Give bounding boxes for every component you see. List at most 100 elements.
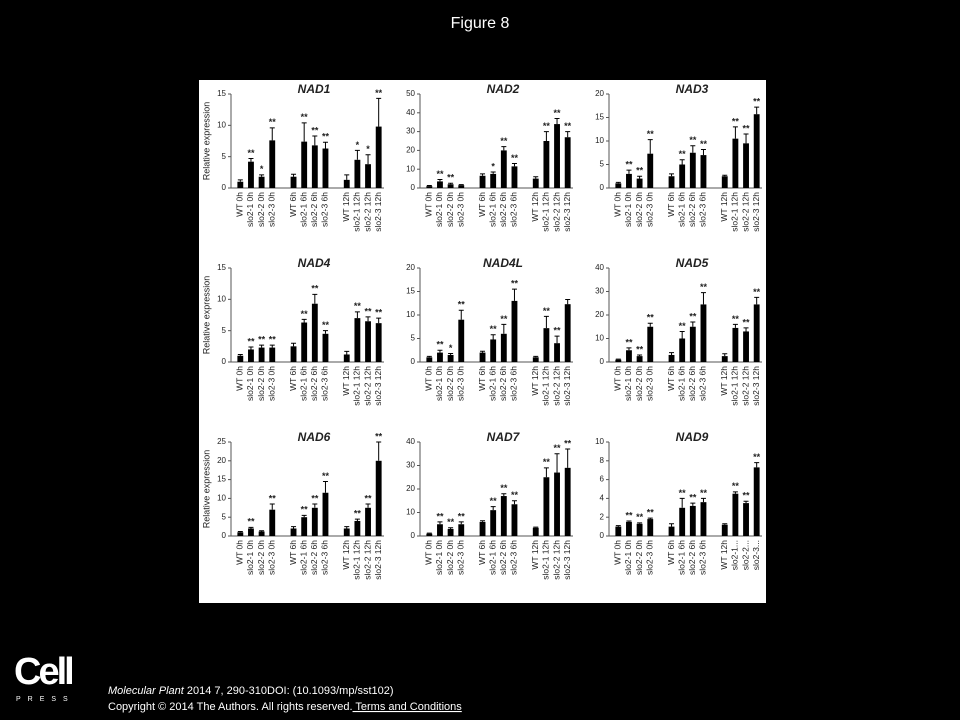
x-tick-label: WT 12h bbox=[719, 540, 729, 570]
error-bar bbox=[448, 182, 454, 185]
x-tick-label: slo2-2 0h bbox=[256, 540, 266, 575]
bar bbox=[753, 467, 760, 536]
bar bbox=[365, 321, 371, 362]
bar bbox=[668, 176, 675, 188]
bar bbox=[237, 355, 244, 362]
y-tick-label: 5 bbox=[222, 326, 227, 335]
x-tick-label: slo2-3 12h bbox=[373, 192, 383, 232]
bar bbox=[626, 521, 632, 536]
error-bar bbox=[365, 316, 371, 322]
significance: ** bbox=[679, 149, 687, 159]
x-tick-label: slo2-1 0h bbox=[623, 366, 633, 401]
error-bar bbox=[626, 520, 632, 522]
significance: ** bbox=[269, 117, 277, 127]
error-bar bbox=[248, 158, 254, 162]
bar bbox=[626, 173, 632, 188]
bar bbox=[354, 318, 361, 362]
x-tick-label: slo2-2 0h bbox=[445, 540, 455, 575]
bar bbox=[290, 528, 297, 536]
citation-rest: 2014 7, 290-310DOI: (10.1093/mp/sst102) bbox=[184, 685, 394, 697]
bar bbox=[458, 185, 465, 188]
bar bbox=[458, 524, 465, 536]
bar bbox=[532, 527, 539, 536]
significance: ** bbox=[311, 125, 319, 135]
y-axis-label: Relative expression bbox=[201, 276, 211, 355]
error-bar bbox=[458, 309, 464, 320]
x-tick-label: WT 0h bbox=[235, 192, 245, 217]
error-bar bbox=[312, 503, 318, 508]
significance: * bbox=[260, 164, 264, 174]
x-tick-label: slo2-3 6h bbox=[509, 540, 519, 575]
x-tick-label: WT 6h bbox=[666, 192, 676, 217]
y-axis-label: Relative expression bbox=[201, 102, 211, 181]
x-tick-label: WT 6h bbox=[477, 192, 487, 217]
y-tick-label: 40 bbox=[406, 108, 415, 117]
x-tick-label: slo2-3 12h bbox=[373, 366, 383, 406]
bar bbox=[626, 350, 632, 362]
bar bbox=[668, 354, 675, 362]
significance: ** bbox=[625, 337, 633, 347]
logo-press: PRESS bbox=[16, 696, 75, 703]
bar bbox=[458, 319, 465, 362]
significance: ** bbox=[436, 169, 444, 179]
error-bar bbox=[690, 502, 696, 506]
error-bar bbox=[448, 527, 454, 529]
bar bbox=[375, 460, 382, 536]
bar bbox=[689, 505, 696, 536]
error-bar bbox=[248, 346, 254, 350]
x-tick-label: slo2-2 0h bbox=[445, 366, 455, 401]
panel-title: NAD1 bbox=[298, 82, 331, 96]
significance: * bbox=[366, 144, 370, 154]
bar bbox=[647, 326, 654, 362]
significance: ** bbox=[564, 121, 572, 131]
x-tick-label: slo2-3 6h bbox=[320, 540, 330, 575]
bar bbox=[426, 186, 433, 188]
bar bbox=[732, 138, 739, 188]
y-tick-label: 10 bbox=[595, 334, 604, 343]
error-bar bbox=[565, 448, 571, 468]
bar bbox=[479, 352, 486, 362]
significance: ** bbox=[753, 287, 761, 297]
significance: ** bbox=[436, 340, 444, 350]
significance: ** bbox=[375, 308, 383, 318]
error-bar bbox=[511, 288, 517, 301]
bar bbox=[426, 357, 433, 362]
x-tick-label: slo2-2 6h bbox=[309, 192, 319, 227]
significance: ** bbox=[247, 336, 255, 346]
bar bbox=[511, 166, 518, 188]
y-tick-label: 8 bbox=[600, 456, 605, 465]
error-bar bbox=[480, 173, 486, 176]
bar bbox=[615, 526, 622, 536]
x-tick-label: slo2-3 6h bbox=[509, 192, 519, 227]
error-bar bbox=[354, 149, 360, 160]
significance: ** bbox=[543, 457, 551, 467]
bar bbox=[668, 526, 675, 536]
x-tick-label: slo2-2 12h bbox=[551, 540, 561, 580]
bar bbox=[447, 528, 454, 536]
terms-link[interactable]: Terms and Conditions bbox=[353, 701, 463, 713]
significance: ** bbox=[365, 493, 373, 503]
logo-name: Cell bbox=[14, 651, 72, 693]
x-tick-label: WT 0h bbox=[613, 366, 623, 391]
significance: ** bbox=[311, 493, 319, 503]
copyright: Copyright © 2014 The Authors. All rights… bbox=[108, 701, 462, 713]
bar bbox=[479, 521, 486, 536]
error-bar bbox=[700, 148, 706, 156]
bar bbox=[700, 304, 707, 362]
significance: ** bbox=[753, 452, 761, 462]
error-bar bbox=[743, 500, 749, 504]
error-bar bbox=[679, 330, 685, 339]
y-tick-label: 5 bbox=[222, 152, 227, 161]
bar bbox=[343, 354, 350, 362]
error-bar bbox=[291, 173, 297, 177]
significance: ** bbox=[636, 344, 644, 354]
significance: ** bbox=[458, 511, 466, 521]
bar bbox=[365, 164, 371, 188]
x-tick-label: slo2-3 12h bbox=[373, 540, 383, 580]
bar bbox=[543, 477, 550, 536]
significance: ** bbox=[436, 511, 444, 521]
figure-panel bbox=[199, 80, 766, 603]
bar bbox=[447, 354, 454, 362]
panel-title: NAD2 bbox=[487, 82, 520, 96]
x-tick-label: WT 6h bbox=[666, 540, 676, 565]
